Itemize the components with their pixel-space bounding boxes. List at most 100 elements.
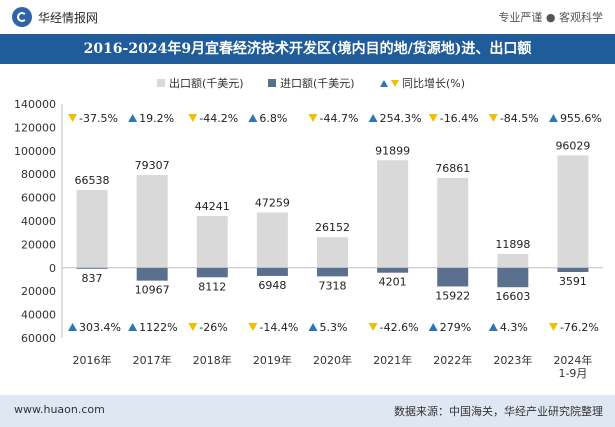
y-tick-label: 60000 xyxy=(21,192,56,205)
bar-export xyxy=(76,189,108,268)
bar-export xyxy=(317,237,348,268)
bar-export xyxy=(437,177,469,268)
legend-label-export: 出口额(千美元) xyxy=(169,76,244,90)
growth-down-icon xyxy=(308,114,318,122)
growth-down-icon xyxy=(68,114,78,122)
data-label-export: 96029 xyxy=(555,139,590,152)
legend-triangle-up-icon xyxy=(380,80,388,87)
data-label-import: 6948 xyxy=(258,279,286,292)
export-growth-label: -84.5% xyxy=(500,112,539,125)
export-growth-label: 19.2% xyxy=(139,112,174,125)
brand-name: 华经情报网 xyxy=(38,11,99,25)
data-label-import: 15922 xyxy=(435,289,470,302)
x-tick-label: 2023年 xyxy=(493,353,532,367)
data-label-export: 79307 xyxy=(135,159,170,172)
export-growth-label: 254.3% xyxy=(380,112,422,125)
y-tick-label: 80000 xyxy=(21,168,56,181)
bar-import xyxy=(557,267,589,273)
import-growth-label: 5.3% xyxy=(320,321,348,334)
data-label-import: 7318 xyxy=(319,279,347,292)
growth-down-icon xyxy=(488,114,498,122)
bar-export xyxy=(497,253,529,268)
y-tick-label: 100000 xyxy=(14,145,56,158)
y-tick-label: 20000 xyxy=(21,238,56,251)
growth-up-icon xyxy=(128,114,138,122)
tagline: 专业严谨 ● 客观科学 xyxy=(498,11,603,24)
export-growth-label: 955.6% xyxy=(560,112,602,125)
x-tick-label: 2018年 xyxy=(193,353,232,367)
export-growth-label: -16.4% xyxy=(440,112,479,125)
legend-label-import: 进口额(千美元) xyxy=(280,77,355,90)
bar-import xyxy=(196,267,228,278)
x-tick-label: 2024年 xyxy=(553,353,592,367)
growth-up-icon xyxy=(68,323,78,331)
y-tick-label: 120000 xyxy=(14,121,56,134)
bar-import xyxy=(136,267,168,281)
y-tick-label: 60000 xyxy=(21,332,56,345)
data-label-export: 26152 xyxy=(315,221,350,234)
data-label-import: 3591 xyxy=(559,275,587,288)
bar-export xyxy=(557,155,589,268)
x-tick-label: 2019年 xyxy=(253,353,292,367)
import-growth-label: -76.2% xyxy=(560,321,599,334)
brand-logo-icon xyxy=(12,7,32,27)
import-growth-label: 1122% xyxy=(139,321,177,334)
data-label-export: 91899 xyxy=(375,144,410,157)
import-growth-label: 303.4% xyxy=(79,321,121,334)
export-growth-label: 6.8% xyxy=(259,112,287,125)
chart-title: 2016-2024年9月宜春经济技术开发区(境内目的地/货源地)进、出口额 xyxy=(83,41,532,57)
legend-label-growth: 同比增长(%) xyxy=(402,76,465,90)
growth-up-icon xyxy=(248,114,258,122)
import-growth-label: -26% xyxy=(199,321,227,334)
y-tick-label: 140000 xyxy=(14,98,56,111)
x-tick-label: 2021年 xyxy=(373,353,412,367)
bar-import xyxy=(497,267,529,288)
x-tick-label: 2022年 xyxy=(433,353,472,367)
import-growth-label: -42.6% xyxy=(380,321,419,334)
data-label-import: 16603 xyxy=(495,290,530,303)
y-tick-label: 20000 xyxy=(21,285,56,298)
import-growth-label: 4.3% xyxy=(500,321,528,334)
data-label-import: 837 xyxy=(82,272,103,285)
bar-export xyxy=(136,175,168,268)
growth-down-icon xyxy=(368,323,378,331)
growth-up-icon xyxy=(308,323,318,331)
bar-import xyxy=(317,267,348,277)
legend-triangle-down-icon xyxy=(391,80,399,87)
data-label-export: 76861 xyxy=(435,162,470,175)
export-growth-label: -37.5% xyxy=(79,112,118,125)
data-label-import: 8112 xyxy=(198,280,226,293)
growth-down-icon xyxy=(248,323,258,331)
export-growth-label: -44.2% xyxy=(199,112,238,125)
title-bar: 2016-2024年9月宜春经济技术开发区(境内目的地/货源地)进、出口额 xyxy=(0,34,615,64)
bar-export xyxy=(196,216,228,268)
x-tick-label: 2016年 xyxy=(73,353,112,367)
y-tick-label: 40000 xyxy=(21,215,56,228)
legend-swatch-import xyxy=(268,79,276,87)
x-tick-label: 2017年 xyxy=(133,353,172,367)
data-label-export: 11898 xyxy=(495,238,530,251)
growth-down-icon xyxy=(188,323,198,331)
x-tick-label: 1-9月 xyxy=(558,367,587,380)
bar-export xyxy=(377,160,409,268)
data-label-import: 4201 xyxy=(379,276,407,289)
growth-up-icon xyxy=(128,323,138,331)
chart: 出口额(千美元) 进口额(千美元) 同比增长(%) 140000 120000 10000… xyxy=(14,76,603,380)
growth-up-icon xyxy=(488,323,498,331)
growth-down-icon xyxy=(548,323,558,331)
data-source: 数据来源：中国海关，华经产业研究院整理 xyxy=(394,405,603,418)
y-tick-label: 40000 xyxy=(21,309,56,322)
legend-swatch-export xyxy=(157,79,165,87)
top-bar: 华经情报网 专业严谨 ● 客观科学 xyxy=(0,0,615,34)
growth-down-icon xyxy=(428,114,438,122)
export-growth-label: -44.7% xyxy=(320,112,359,125)
bar-export xyxy=(256,212,288,268)
x-tick-label: 2020年 xyxy=(313,353,352,367)
bar-import xyxy=(76,267,108,269)
growth-up-icon xyxy=(428,323,438,331)
bar-import xyxy=(256,267,288,276)
data-label-import: 10967 xyxy=(135,284,170,297)
y-tick-label: 0 xyxy=(49,262,56,275)
growth-up-icon xyxy=(548,114,558,122)
data-label-export: 66538 xyxy=(75,174,110,187)
